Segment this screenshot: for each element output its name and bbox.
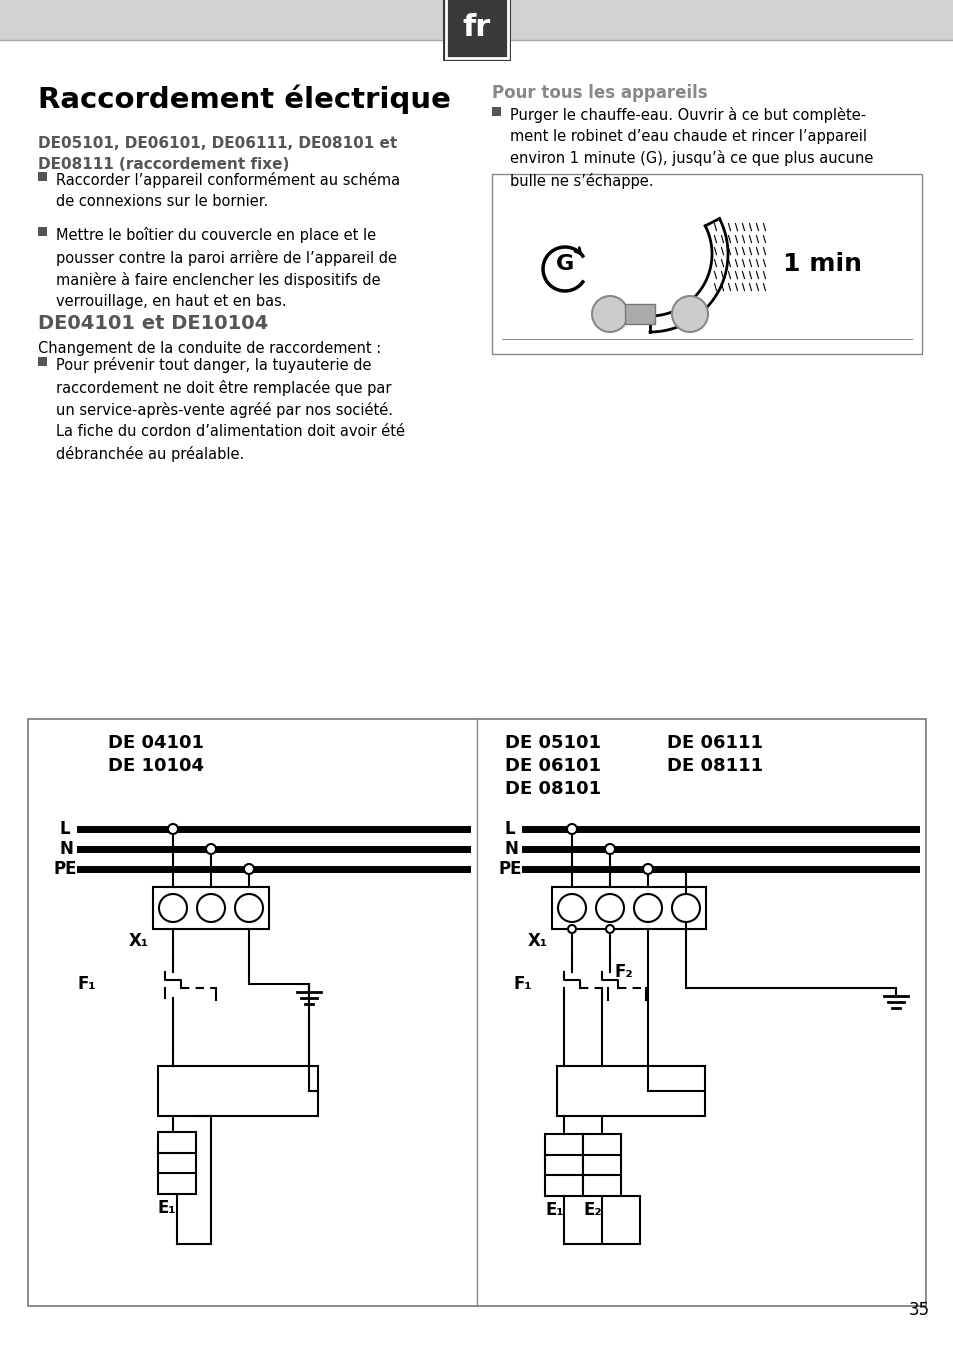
Text: E₂: E₂ xyxy=(583,1201,602,1219)
Circle shape xyxy=(604,844,615,854)
Circle shape xyxy=(159,894,187,922)
Text: F₂: F₂ xyxy=(615,963,633,982)
Text: L: L xyxy=(60,821,71,838)
Bar xyxy=(552,887,705,929)
Text: DE 06111: DE 06111 xyxy=(666,734,762,751)
Text: Mettre le boîtier du couvercle en place et le
pousser contre la paroi arrière de: Mettre le boîtier du couvercle en place … xyxy=(56,227,396,309)
Circle shape xyxy=(567,925,576,933)
Circle shape xyxy=(605,925,614,933)
Text: X₁: X₁ xyxy=(527,932,547,951)
Bar xyxy=(152,887,269,929)
Text: E₁: E₁ xyxy=(545,1201,564,1219)
Text: Raccorder l’appareil conformément au schéma
de connexions sur le bornier.: Raccorder l’appareil conformément au sch… xyxy=(56,172,399,209)
Text: PE: PE xyxy=(498,860,522,877)
Bar xyxy=(158,1066,317,1116)
Text: DE 04101: DE 04101 xyxy=(108,734,204,751)
Bar xyxy=(624,305,655,324)
Bar xyxy=(544,1135,582,1196)
Bar xyxy=(442,0,511,61)
Text: 35: 35 xyxy=(908,1301,929,1319)
Circle shape xyxy=(671,297,707,332)
Text: N: N xyxy=(60,839,73,858)
Text: X₁: X₁ xyxy=(129,932,149,951)
Bar xyxy=(492,107,500,116)
Text: DE 08111: DE 08111 xyxy=(666,757,762,774)
Bar xyxy=(492,175,921,353)
Text: Changement de la conduite de raccordement :: Changement de la conduite de raccordemen… xyxy=(38,341,381,356)
Circle shape xyxy=(634,894,661,922)
Text: Pour prévenir tout danger, la tuyauterie de
raccordement ne doit être remplacée : Pour prévenir tout danger, la tuyauterie… xyxy=(56,357,405,462)
Bar xyxy=(446,0,507,58)
Text: DE 06101: DE 06101 xyxy=(504,757,600,774)
Bar xyxy=(38,172,47,181)
Text: Raccordement électrique: Raccordement électrique xyxy=(38,84,451,114)
Text: DE 08101: DE 08101 xyxy=(504,780,600,798)
Text: DE 05101: DE 05101 xyxy=(504,734,600,751)
Text: Pour tous les appareils: Pour tous les appareils xyxy=(492,84,707,102)
Circle shape xyxy=(671,894,700,922)
Text: G: G xyxy=(556,255,574,274)
Text: F₁: F₁ xyxy=(77,975,96,992)
Bar xyxy=(28,719,925,1307)
Circle shape xyxy=(558,894,585,922)
Circle shape xyxy=(596,894,623,922)
Text: PE: PE xyxy=(54,860,77,877)
Circle shape xyxy=(234,894,263,922)
Text: DE 10104: DE 10104 xyxy=(108,757,204,774)
Circle shape xyxy=(244,864,253,873)
Text: DE04101 et DE10104: DE04101 et DE10104 xyxy=(38,314,268,333)
Bar xyxy=(582,1135,620,1196)
Bar xyxy=(38,227,47,236)
Text: N: N xyxy=(504,839,518,858)
Text: E₁: E₁ xyxy=(158,1200,176,1217)
Circle shape xyxy=(168,825,178,834)
Circle shape xyxy=(196,894,225,922)
Text: Purger le chauffe-eau. Ouvrir à ce but complète-
ment le robinet d’eau chaude et: Purger le chauffe-eau. Ouvrir à ce but c… xyxy=(510,107,872,190)
Text: F₁: F₁ xyxy=(513,975,532,992)
Text: L: L xyxy=(504,821,515,838)
Circle shape xyxy=(592,297,627,332)
Bar xyxy=(158,1132,195,1194)
Text: 1 min: 1 min xyxy=(782,252,862,276)
Circle shape xyxy=(642,864,652,873)
Bar xyxy=(557,1066,704,1116)
Text: fr: fr xyxy=(462,12,491,42)
Bar xyxy=(0,0,953,41)
Circle shape xyxy=(206,844,215,854)
Bar xyxy=(38,357,47,366)
Text: DE05101, DE06101, DE06111, DE08101 et
DE08111 (raccordement fixe): DE05101, DE06101, DE06111, DE08101 et DE… xyxy=(38,135,396,172)
Circle shape xyxy=(566,825,577,834)
